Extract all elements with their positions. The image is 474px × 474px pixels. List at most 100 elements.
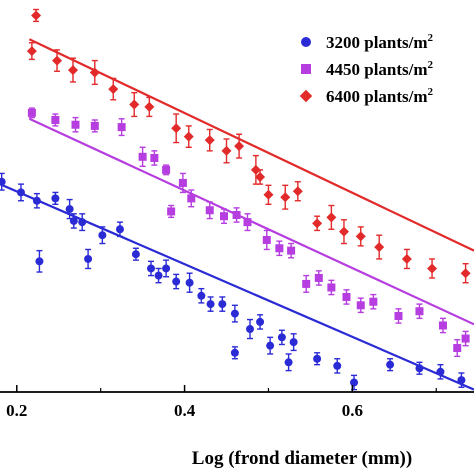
data-point — [326, 212, 337, 223]
data-point — [302, 279, 311, 288]
data-point — [292, 186, 303, 197]
fit-line — [28, 38, 474, 252]
data-point — [234, 141, 245, 152]
data-point — [438, 321, 447, 330]
data-point — [0, 177, 6, 186]
data-point — [356, 301, 365, 310]
data-point — [314, 273, 323, 282]
data-point — [51, 194, 60, 203]
data-point — [415, 307, 424, 316]
data-point — [31, 10, 42, 21]
data-point — [394, 311, 403, 320]
data-point — [71, 120, 80, 129]
data-point — [204, 135, 215, 146]
legend-superscript: 2 — [428, 32, 434, 44]
legend-superscript: 2 — [428, 86, 434, 98]
data-point — [427, 263, 438, 274]
data-point — [232, 211, 241, 220]
data-point — [78, 218, 87, 227]
data-point — [386, 360, 395, 369]
data-point — [338, 226, 349, 237]
legend-label: 3200 plants/m2 — [326, 32, 434, 52]
data-point — [280, 192, 291, 203]
data-point — [453, 344, 462, 353]
x-axis-ticks: 0.2 0.4 0.6 — [6, 385, 437, 420]
data-point — [147, 264, 156, 273]
legend: 3200 plants/m2 4450 plants/m2 6400 plants/… — [299, 32, 434, 106]
data-point — [89, 67, 100, 78]
data-point — [275, 244, 284, 253]
data-point — [162, 264, 171, 273]
data-point — [457, 376, 466, 385]
data-point — [185, 278, 194, 287]
data-point — [65, 205, 74, 214]
data-point — [26, 46, 37, 57]
data-point — [154, 271, 163, 280]
data-point — [27, 108, 36, 117]
data-point — [230, 348, 239, 357]
data-point — [171, 123, 182, 134]
data-point — [255, 171, 266, 182]
data-point — [129, 99, 140, 110]
data-point — [243, 218, 252, 227]
data-point — [263, 189, 274, 200]
data-point — [461, 334, 470, 343]
data-point — [250, 164, 261, 175]
fit-line — [0, 183, 474, 391]
data-point — [51, 115, 60, 124]
series-2 — [27, 107, 474, 358]
data-point — [350, 378, 359, 387]
data-point — [218, 300, 227, 309]
data-point — [138, 152, 147, 161]
data-point — [333, 361, 342, 370]
legend-marker — [301, 64, 311, 74]
data-point — [117, 123, 126, 132]
data-point — [172, 277, 181, 286]
x-tick-label: 0.2 — [6, 401, 27, 420]
data-point — [115, 225, 124, 234]
data-point — [327, 283, 336, 292]
data-point — [312, 218, 323, 229]
data-point — [150, 153, 159, 162]
x-tick-label: 0.4 — [174, 401, 196, 420]
data-point — [206, 300, 215, 309]
legend-label: 4450 plants/m2 — [326, 59, 434, 79]
data-point — [460, 268, 471, 279]
data-point — [162, 165, 171, 174]
data-point — [415, 364, 424, 373]
data-point — [266, 341, 275, 350]
data-point — [108, 84, 119, 95]
data-point — [32, 196, 41, 205]
plot-area — [0, 8, 474, 391]
data-point — [230, 309, 239, 318]
data-point — [69, 216, 78, 225]
data-point — [178, 178, 187, 187]
data-point — [219, 212, 228, 221]
data-point — [205, 206, 214, 215]
data-point — [436, 367, 445, 376]
data-point — [187, 194, 196, 203]
data-point — [246, 325, 255, 334]
legend-marker — [301, 37, 311, 47]
series-1 — [0, 172, 474, 391]
fit-line — [28, 117, 474, 326]
data-point — [221, 145, 232, 156]
data-point — [197, 291, 206, 300]
legend-superscript: 2 — [428, 59, 434, 71]
data-point — [262, 235, 271, 244]
legend-item: 4450 plants/m2 — [301, 59, 434, 79]
data-point — [183, 131, 194, 142]
data-point — [342, 292, 351, 301]
data-point — [52, 55, 63, 66]
data-point — [256, 317, 265, 326]
data-point — [131, 250, 140, 259]
data-point — [355, 231, 366, 242]
x-tick-label: 0.6 — [342, 401, 363, 420]
data-point — [35, 257, 44, 266]
data-point — [90, 121, 99, 130]
legend-item: 3200 plants/m2 — [301, 32, 434, 52]
data-point — [167, 207, 176, 216]
legend-label: 6400 plants/m2 — [326, 86, 434, 106]
data-point — [374, 242, 385, 253]
